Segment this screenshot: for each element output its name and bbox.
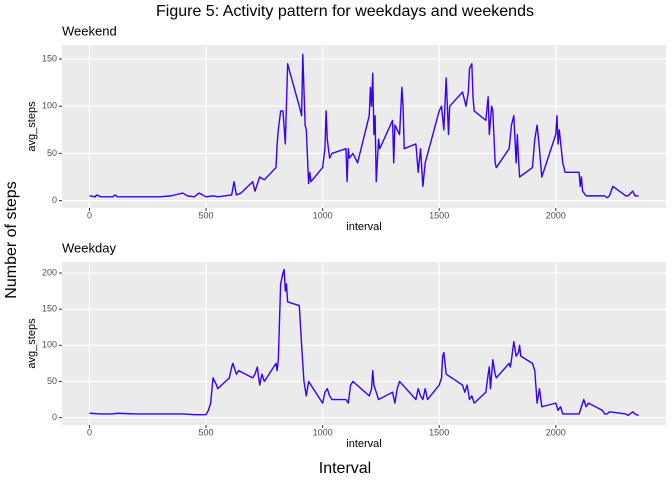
panel-title: Weekday bbox=[62, 240, 116, 255]
y-tick-label: 50 bbox=[47, 376, 57, 386]
panel-title: Weekend bbox=[62, 23, 117, 38]
x-tick-label: 2000 bbox=[546, 210, 566, 220]
figure-y-label: Number of steps bbox=[3, 181, 20, 298]
x-tick-label: 1500 bbox=[429, 427, 449, 437]
x-tick-label: 500 bbox=[199, 427, 214, 437]
y-tick-label: 50 bbox=[47, 148, 57, 158]
line bbox=[89, 53, 639, 199]
figure-title: Figure 5: Activity pattern for weekdays … bbox=[156, 3, 534, 20]
y-tick-label: 0 bbox=[52, 195, 57, 205]
x-axis-label: interval bbox=[346, 221, 381, 233]
panel-background bbox=[62, 45, 666, 208]
y-axis-label: avg_steps bbox=[26, 318, 38, 369]
x-tick-label: 1500 bbox=[429, 210, 449, 220]
line bbox=[89, 268, 639, 417]
y-tick-label: 200 bbox=[42, 267, 57, 277]
x-tick-label: 0 bbox=[87, 210, 92, 220]
y-tick-label: 100 bbox=[42, 101, 57, 111]
y-tick-label: 150 bbox=[42, 53, 57, 63]
y-tick-label: 100 bbox=[42, 340, 57, 350]
y-axis-label: avg_steps bbox=[26, 101, 38, 152]
x-tick-label: 1000 bbox=[313, 210, 333, 220]
y-tick-label: 150 bbox=[42, 304, 57, 314]
x-tick-label: 2000 bbox=[546, 427, 566, 437]
panel-background bbox=[62, 262, 666, 425]
x-tick-label: 1000 bbox=[313, 427, 333, 437]
x-tick-label: 500 bbox=[199, 210, 214, 220]
x-axis-label: interval bbox=[346, 438, 381, 450]
x-tick-label: 0 bbox=[87, 427, 92, 437]
y-tick-label: 0 bbox=[52, 412, 57, 422]
figure-x-label: Interval bbox=[319, 460, 371, 477]
